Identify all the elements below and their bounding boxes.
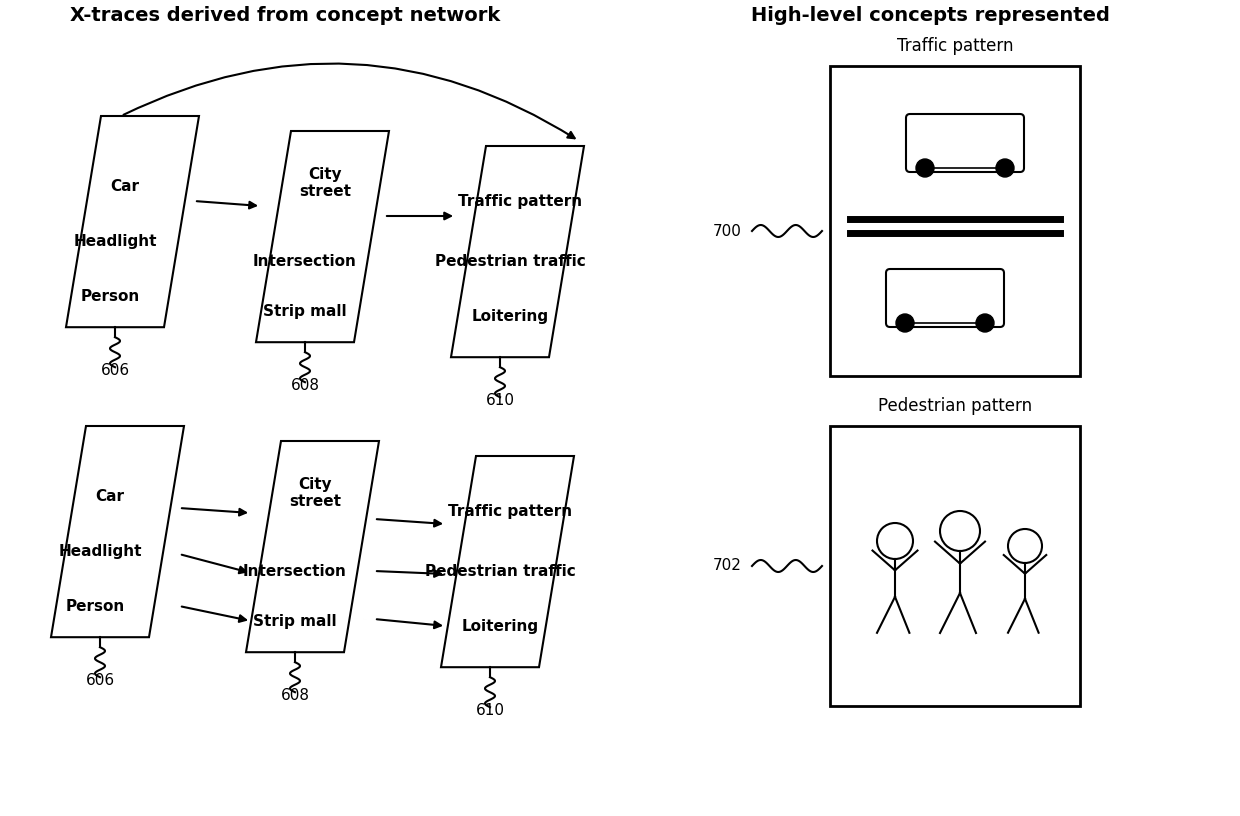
Text: Headlight: Headlight <box>58 544 141 559</box>
Bar <box>830 426 1080 706</box>
Text: 606: 606 <box>86 673 114 688</box>
Text: 610: 610 <box>475 703 505 718</box>
Text: Person: Person <box>66 599 125 614</box>
Text: City
street: City street <box>289 477 341 509</box>
Text: 608: 608 <box>280 688 310 703</box>
FancyBboxPatch shape <box>887 269 1004 327</box>
Text: X-traces derived from concept network: X-traces derived from concept network <box>69 6 500 25</box>
Text: Traffic pattern: Traffic pattern <box>897 37 1013 55</box>
Text: Car: Car <box>95 489 124 504</box>
Text: 606: 606 <box>100 363 129 378</box>
Text: Headlight: Headlight <box>73 234 156 249</box>
Text: Strip mall: Strip mall <box>253 614 337 629</box>
Text: Car: Car <box>110 179 139 194</box>
Text: 608: 608 <box>290 378 320 393</box>
FancyBboxPatch shape <box>906 114 1024 172</box>
Text: Intersection: Intersection <box>253 254 357 269</box>
FancyArrowPatch shape <box>124 64 574 138</box>
Text: Person: Person <box>81 289 140 304</box>
Text: Traffic pattern: Traffic pattern <box>448 504 572 519</box>
Text: 700: 700 <box>713 224 742 238</box>
Text: Pedestrian pattern: Pedestrian pattern <box>878 397 1032 415</box>
Text: Strip mall: Strip mall <box>263 304 347 319</box>
Text: Loitering: Loitering <box>471 309 548 324</box>
Text: 702: 702 <box>713 558 742 574</box>
Text: Loitering: Loitering <box>461 619 538 634</box>
Text: 610: 610 <box>486 393 515 408</box>
Circle shape <box>916 159 934 177</box>
Text: Pedestrian traffic: Pedestrian traffic <box>435 254 585 269</box>
Text: City
street: City street <box>299 166 351 199</box>
Circle shape <box>996 159 1014 177</box>
Text: High-level concepts represented: High-level concepts represented <box>750 6 1110 25</box>
Text: Pedestrian traffic: Pedestrian traffic <box>424 564 575 579</box>
Text: Intersection: Intersection <box>243 564 347 579</box>
Text: Traffic pattern: Traffic pattern <box>458 194 582 209</box>
Circle shape <box>976 314 994 332</box>
Bar <box>830 66 1080 376</box>
Circle shape <box>897 314 914 332</box>
